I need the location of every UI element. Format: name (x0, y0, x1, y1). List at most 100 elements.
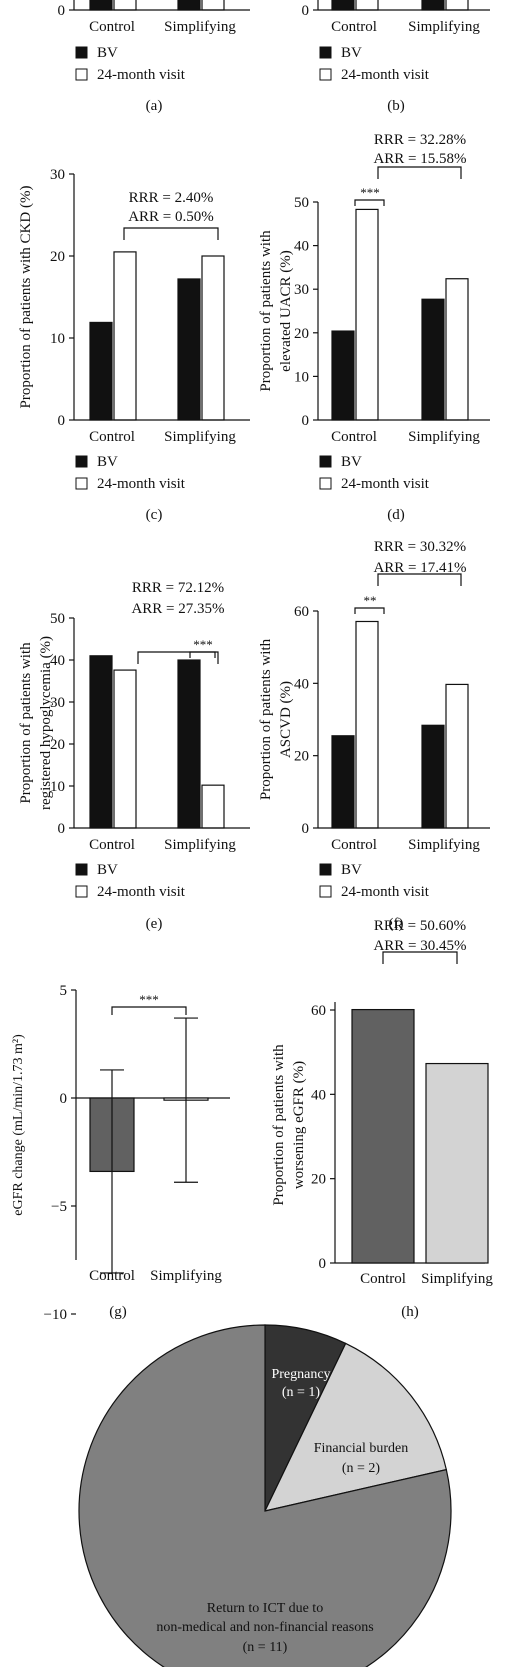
x-tick-label-simplifying: Simplifying (164, 429, 236, 445)
significance-stars: *** (360, 185, 380, 200)
legend-swatch-bv (319, 863, 332, 876)
legend-label-bv: BV (97, 454, 118, 470)
bar-bv-simplifying (421, 0, 445, 11)
y-tick-label: 10 (50, 331, 65, 347)
bar-24-month-control (355, 0, 379, 11)
bar-simplifying (425, 1062, 489, 1264)
panel-label: (e) (146, 916, 163, 932)
significance-bracket (354, 199, 385, 206)
significance-stars: ** (364, 593, 377, 608)
x-tick-label-simplifying: Simplifying (150, 1268, 222, 1284)
arr-label: ARR = 27.35% (131, 601, 224, 617)
y-axis-label-line1: Proportion of patients with (258, 638, 274, 800)
legend-label-bv: BV (97, 862, 118, 878)
significance-bracket (354, 607, 385, 614)
y-axis-label-line2: registered hypoglycemia (%) (38, 636, 54, 810)
rrr-label: RRR = 32.28% (374, 132, 466, 148)
legend-swatch-24-month (319, 477, 332, 490)
pie-label-pregnancy: Pregnancy (271, 1367, 330, 1382)
y-tick-label: 0 (319, 1256, 327, 1272)
bar-24-month-simplifying (201, 255, 225, 421)
panel-label: (a) (146, 98, 163, 114)
legend-label-24-month: 24-month visit (341, 884, 430, 900)
legend-label-bv: BV (341, 862, 362, 878)
x-tick-label-control: Control (331, 19, 377, 35)
bar-24-month-control (355, 620, 379, 829)
panel-label: (d) (387, 507, 405, 523)
bar-24-month-simplifying (445, 0, 469, 11)
y-tick-label: 10 (294, 369, 309, 385)
y-tick-label: 0 (302, 413, 310, 429)
y-tick-label: −10 (44, 1307, 67, 1323)
significance-stars: *** (193, 637, 213, 652)
y-axis-label-line2: worsening eGFR (%) (291, 1061, 307, 1189)
arr-label: ARR = 0.50% (128, 209, 214, 225)
panel-label: (h) (401, 1304, 419, 1320)
legend-label-24-month: 24-month visit (97, 476, 186, 492)
x-tick-label-simplifying: Simplifying (421, 1271, 493, 1287)
arr-label: ARR = 30.45% (373, 938, 466, 954)
y-axis-label-line1: Proportion of patients with (258, 230, 274, 392)
y-tick-label: 0 (302, 3, 310, 19)
pie-label-return: Return to ICT due to (207, 1601, 323, 1616)
y-tick-label: 5 (60, 983, 68, 999)
legend-label-24-month: 24-month visit (97, 67, 186, 83)
y-tick-label: 0 (58, 3, 66, 19)
x-tick-label-control: Control (89, 19, 135, 35)
legend-swatch-24-month (319, 885, 332, 898)
legend-swatch-bv (75, 455, 88, 468)
pie-label-financial: Financial burden (314, 1441, 408, 1456)
pie-slice-2 (263, 1342, 448, 1512)
rrr-label: RRR = 50.60% (374, 918, 466, 934)
legend-label-bv: BV (341, 45, 362, 61)
x-tick-label-simplifying: Simplifying (164, 19, 236, 35)
x-tick-label-simplifying: Simplifying (408, 429, 480, 445)
arr-label: ARR = 17.41% (373, 560, 466, 576)
y-axis-label: eGFR change (mL/min/1.73 m²) (11, 1034, 26, 1216)
legend-swatch-bv (319, 46, 332, 59)
y-axis-label-line2: elevated UACR (%) (278, 250, 294, 372)
bar-bv-control (331, 0, 355, 11)
y-tick-label: 0 (58, 821, 66, 837)
significance-stars: *** (139, 992, 159, 1007)
bar-24-month-simplifying (445, 683, 469, 829)
y-tick-label: 30 (50, 167, 65, 183)
y-tick-label: 40 (294, 676, 309, 692)
pie-slice-3 (78, 1324, 452, 1667)
comparison-bracket (377, 573, 462, 586)
y-tick-label: 0 (302, 821, 310, 837)
x-tick-label-control: Control (360, 1271, 406, 1287)
bar-24-month-control (113, 251, 137, 421)
y-tick-label: 40 (50, 653, 65, 669)
y-tick-label: 20 (50, 249, 65, 265)
y-tick-label: 0 (60, 1091, 68, 1107)
bar-bv-simplifying (177, 659, 201, 829)
bar-bv-simplifying (421, 724, 445, 829)
rrr-label: RRR = 72.12% (132, 580, 224, 596)
comparison-bracket (123, 227, 219, 240)
y-tick-label: 60 (311, 1003, 326, 1019)
panel-label: (c) (146, 507, 163, 523)
x-tick-label-control: Control (89, 1268, 135, 1284)
legend-swatch-24-month (75, 885, 88, 898)
y-tick-label: 20 (50, 737, 65, 753)
legend-swatch-24-month (319, 68, 332, 81)
legend-label-24-month: 24-month visit (97, 884, 186, 900)
y-tick-label: 40 (311, 1087, 326, 1103)
y-tick-label: 30 (294, 282, 309, 298)
x-tick-label-control: Control (331, 837, 377, 853)
panel-label: (b) (387, 98, 405, 114)
bar-bv-control (331, 330, 355, 421)
y-tick-label: 20 (294, 749, 309, 765)
legend-label-24-month: 24-month visit (341, 67, 430, 83)
y-tick-label: 40 (294, 239, 309, 255)
bar-bv-control (89, 321, 113, 421)
y-tick-label: 30 (50, 695, 65, 711)
y-axis-label-line1: Proportion of patients with (18, 642, 34, 804)
bar-control (351, 1008, 415, 1264)
x-tick-label-simplifying: Simplifying (408, 837, 480, 853)
pie-label-return-n: (n = 11) (243, 1640, 288, 1655)
significance-bracket (189, 651, 216, 658)
y-axis-label-line2: ASCVD (%) (278, 681, 294, 758)
